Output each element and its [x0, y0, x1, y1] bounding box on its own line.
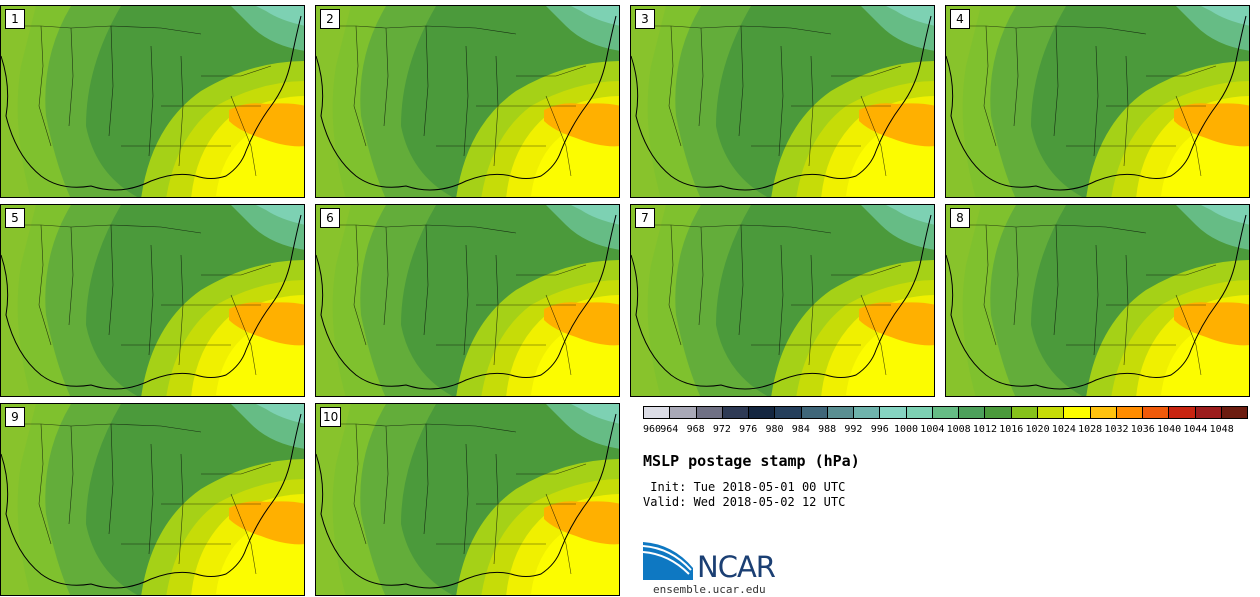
postage-stamp-panel: 10 — [315, 403, 620, 596]
colorbar-swatch — [1090, 407, 1117, 418]
colorbar-tick: 972 — [712, 424, 731, 435]
member-label: 8 — [950, 208, 970, 228]
valid-time: Valid: Wed 2018-05-02 12 UTC — [643, 495, 846, 509]
colorbar-swatch — [1195, 407, 1222, 418]
postage-stamp-panel: 5 — [0, 204, 305, 397]
colorbar — [643, 406, 1248, 419]
colorbar-swatch — [1143, 407, 1170, 418]
colorbar-tick: 1036 — [1130, 424, 1155, 435]
colorbar-tick: 996 — [870, 424, 889, 435]
colorbar-tick-labels: 960 964 968 972 976 980 984 988 992 996 1000 1004 10… — [643, 424, 1248, 438]
colorbar-tick: 1020 — [1025, 424, 1050, 435]
postage-stamp-panel: 2 — [315, 5, 620, 198]
postage-stamp-panel: 3 — [630, 5, 935, 198]
colorbar-swatch — [644, 407, 671, 418]
colorbar-swatch — [1037, 407, 1065, 418]
postage-stamp-panel: 1 — [0, 5, 305, 198]
logo-url: ensemble.ucar.edu — [653, 583, 766, 596]
chart-title: MSLP postage stamp (hPa) — [643, 452, 860, 470]
colorbar-tick: 1024 — [1051, 424, 1076, 435]
map-icon — [946, 205, 1249, 396]
colorbar-tick: 960 — [643, 424, 662, 435]
postage-stamp-panel: 6 — [315, 204, 620, 397]
map-icon — [316, 205, 619, 396]
colorbar-tick: 988 — [818, 424, 837, 435]
map-icon — [1, 404, 304, 595]
colorbar-swatch — [801, 407, 828, 418]
member-label: 9 — [5, 407, 25, 427]
member-label: 5 — [5, 208, 25, 228]
colorbar-tick: 984 — [791, 424, 810, 435]
colorbar-tick: 992 — [844, 424, 863, 435]
colorbar-tick: 1032 — [1104, 424, 1129, 435]
colorbar-swatch — [722, 407, 750, 418]
colorbar-tick: 1040 — [1157, 424, 1182, 435]
colorbar-swatch — [906, 407, 933, 418]
colorbar-swatch — [959, 407, 986, 418]
map-icon — [1, 6, 304, 197]
member-label: 4 — [950, 9, 970, 29]
colorbar-swatch — [880, 407, 907, 418]
map-icon — [1, 205, 304, 396]
init-time: Init: Tue 2018-05-01 00 UTC — [643, 480, 846, 494]
colorbar-swatch — [1064, 407, 1091, 418]
member-label: 2 — [320, 9, 340, 29]
colorbar-tick: 980 — [765, 424, 784, 435]
colorbar-swatch — [827, 407, 855, 418]
colorbar-tick: 1000 — [893, 424, 919, 435]
colorbar-swatch — [1011, 407, 1038, 418]
member-label: 1 — [5, 9, 25, 29]
colorbar-tick: 968 — [686, 424, 705, 435]
colorbar-tick: 1012 — [972, 424, 997, 435]
ncar-logo-icon — [643, 542, 693, 580]
colorbar-swatch — [985, 407, 1012, 418]
member-label: 7 — [635, 208, 655, 228]
colorbar-tick: 976 — [739, 424, 758, 435]
colorbar-tick: 1028 — [1078, 424, 1103, 435]
colorbar-swatch — [854, 407, 881, 418]
colorbar-tick: 1048 — [1209, 424, 1234, 435]
map-icon — [946, 6, 1249, 197]
colorbar-swatch — [749, 407, 776, 418]
map-icon — [631, 205, 934, 396]
postage-stamp-panel: 8 — [945, 204, 1250, 397]
colorbar-swatch — [696, 407, 723, 418]
colorbar-swatch — [670, 407, 697, 418]
colorbar-tick: 1004 — [920, 424, 945, 435]
member-label: 3 — [635, 9, 655, 29]
colorbar-tick: 1016 — [999, 424, 1024, 435]
colorbar-tick: 1008 — [946, 424, 971, 435]
colorbar-tick: 1044 — [1183, 424, 1208, 435]
colorbar-swatch — [1221, 407, 1248, 418]
logo-text: NCAR — [697, 550, 776, 584]
postage-stamp-panel: 9 — [0, 403, 305, 596]
colorbar-swatch — [932, 407, 960, 418]
map-icon — [316, 6, 619, 197]
colorbar-swatch — [775, 407, 802, 418]
postage-stamp-panel: 7 — [630, 204, 935, 397]
map-icon — [316, 404, 619, 595]
map-icon — [631, 6, 934, 197]
member-label: 10 — [320, 407, 342, 427]
colorbar-tick: 964 — [660, 424, 679, 435]
member-label: 6 — [320, 208, 340, 228]
colorbar-swatch — [1169, 407, 1196, 418]
postage-stamp-panel: 4 — [945, 5, 1250, 198]
colorbar-swatch — [1116, 407, 1144, 418]
